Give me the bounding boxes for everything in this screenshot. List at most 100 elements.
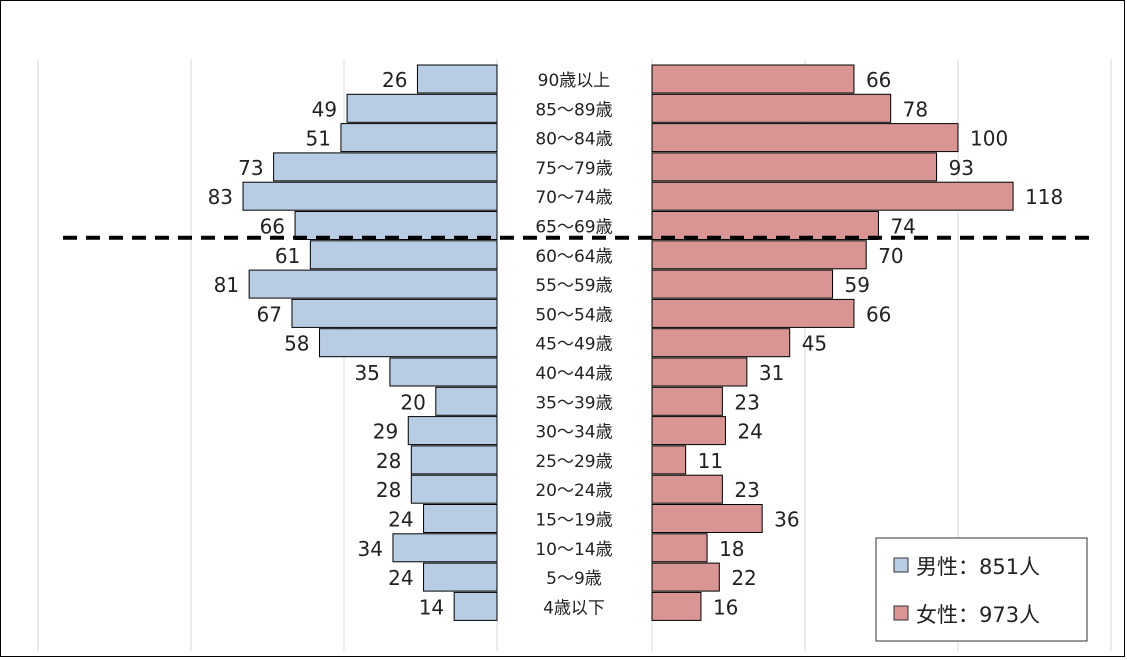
- data-label-male: 24: [388, 566, 413, 590]
- category-label: 35〜39歳: [535, 393, 612, 413]
- category-label: 65〜69歳: [535, 218, 612, 238]
- category-label: 50〜54歳: [535, 305, 612, 325]
- data-label-male: 67: [257, 302, 282, 326]
- bar-male: [319, 328, 498, 358]
- bar-male: [242, 181, 498, 211]
- data-label-male: 61: [275, 244, 300, 268]
- bar-female: [651, 416, 726, 446]
- category-label: 90歳以上: [538, 71, 611, 91]
- category-label: 30〜34歳: [535, 423, 612, 443]
- data-labels: 26 66 49 78 51 100 73 93 83 118 66 74 61 70 81 59 67 66 58…: [208, 68, 1064, 619]
- category-label: 5〜9歳: [546, 569, 602, 589]
- data-label-female: 78: [903, 97, 928, 121]
- legend-label-female: 女性：973人: [916, 603, 1040, 627]
- data-label-female: 11: [698, 449, 723, 473]
- data-label-female: 74: [890, 215, 915, 239]
- bar-male: [346, 93, 498, 123]
- data-label-female: 18: [719, 537, 744, 561]
- data-label-male: 58: [284, 332, 309, 356]
- category-label: 55〜59歳: [535, 276, 612, 296]
- bar-male: [410, 474, 498, 504]
- bar-female: [651, 474, 723, 504]
- data-label-male: 34: [358, 537, 383, 561]
- legend-box: [875, 537, 1088, 642]
- bar-female: [651, 357, 748, 387]
- data-label-male: 20: [400, 390, 425, 414]
- legend-label-male: 男性：851人: [916, 555, 1040, 579]
- category-label: 4歳以下: [543, 598, 605, 618]
- bar-female: [651, 152, 938, 182]
- data-label-male: 35: [354, 361, 379, 385]
- bar-female: [651, 386, 723, 416]
- data-label-male: 24: [388, 508, 413, 532]
- legend-swatch-female: [893, 605, 909, 621]
- category-label: 70〜74歳: [535, 188, 612, 208]
- bar-male: [309, 240, 498, 270]
- bar-female: [651, 93, 892, 123]
- bar-female: [651, 240, 867, 270]
- category-label: 85〜89歳: [535, 100, 612, 120]
- bar-male: [410, 445, 498, 475]
- data-label-female: 66: [866, 68, 891, 92]
- bar-female: [651, 504, 763, 533]
- data-label-female: 93: [949, 156, 974, 180]
- bar-female: [651, 64, 855, 94]
- bar-male: [273, 152, 498, 182]
- data-label-male: 81: [214, 273, 239, 297]
- bar-female: [651, 269, 834, 299]
- legend-swatch-male: [893, 557, 909, 573]
- category-label: 45〜49歳: [535, 335, 612, 355]
- bar-male: [340, 123, 498, 153]
- male-bars: [242, 64, 498, 621]
- female-bars: [651, 64, 1014, 621]
- data-label-male: 51: [305, 127, 330, 151]
- bar-female: [651, 211, 879, 240]
- data-label-male: 73: [238, 156, 263, 180]
- data-label-female: 24: [737, 420, 762, 444]
- data-label-male: 29: [373, 420, 398, 444]
- bar-female: [651, 562, 720, 592]
- bar-male: [294, 211, 498, 240]
- bar-female: [651, 298, 855, 328]
- bar-male: [416, 64, 498, 94]
- category-label: 75〜79歳: [535, 159, 612, 179]
- category-labels: 90歳以上 85〜89歳 80〜84歳 75〜79歳 70〜74歳 65〜69歳 60〜64…: [535, 71, 612, 618]
- data-label-male: 83: [208, 185, 233, 209]
- category-label: 15〜19歳: [535, 511, 612, 531]
- bar-male: [423, 504, 498, 533]
- category-label: 25〜29歳: [535, 452, 612, 472]
- bar-female: [651, 445, 687, 475]
- data-label-male: 66: [260, 215, 285, 239]
- data-label-female: 23: [734, 478, 759, 502]
- data-label-female: 31: [759, 361, 784, 385]
- data-label-male: 14: [419, 595, 444, 619]
- data-label-male: 49: [312, 97, 337, 121]
- data-label-female: 23: [734, 390, 759, 414]
- data-label-male: 28: [376, 478, 401, 502]
- category-label: 60〜64歳: [535, 247, 612, 267]
- data-label-male: 26: [382, 68, 407, 92]
- bar-male: [389, 357, 498, 387]
- data-label-female: 16: [713, 595, 738, 619]
- data-label-female: 66: [866, 302, 891, 326]
- data-label-female: 118: [1025, 185, 1063, 209]
- bar-male: [248, 269, 498, 299]
- bar-male: [435, 386, 498, 416]
- bar-female: [651, 181, 1014, 211]
- data-label-female: 22: [731, 566, 756, 590]
- bar-female: [651, 123, 959, 153]
- data-label-female: 100: [970, 127, 1008, 151]
- bar-female: [651, 328, 791, 358]
- category-label: 80〜84歳: [535, 130, 612, 150]
- bar-female: [651, 533, 708, 563]
- data-label-female: 59: [845, 273, 870, 297]
- category-label: 40〜44歳: [535, 364, 612, 384]
- category-label: 20〜24歳: [535, 481, 612, 501]
- data-label-male: 28: [376, 449, 401, 473]
- legend: 男性：851人 女性：973人: [875, 537, 1088, 642]
- bar-male: [291, 298, 498, 328]
- data-label-female: 36: [774, 508, 799, 532]
- data-label-female: 45: [802, 332, 827, 356]
- bar-male: [423, 562, 498, 592]
